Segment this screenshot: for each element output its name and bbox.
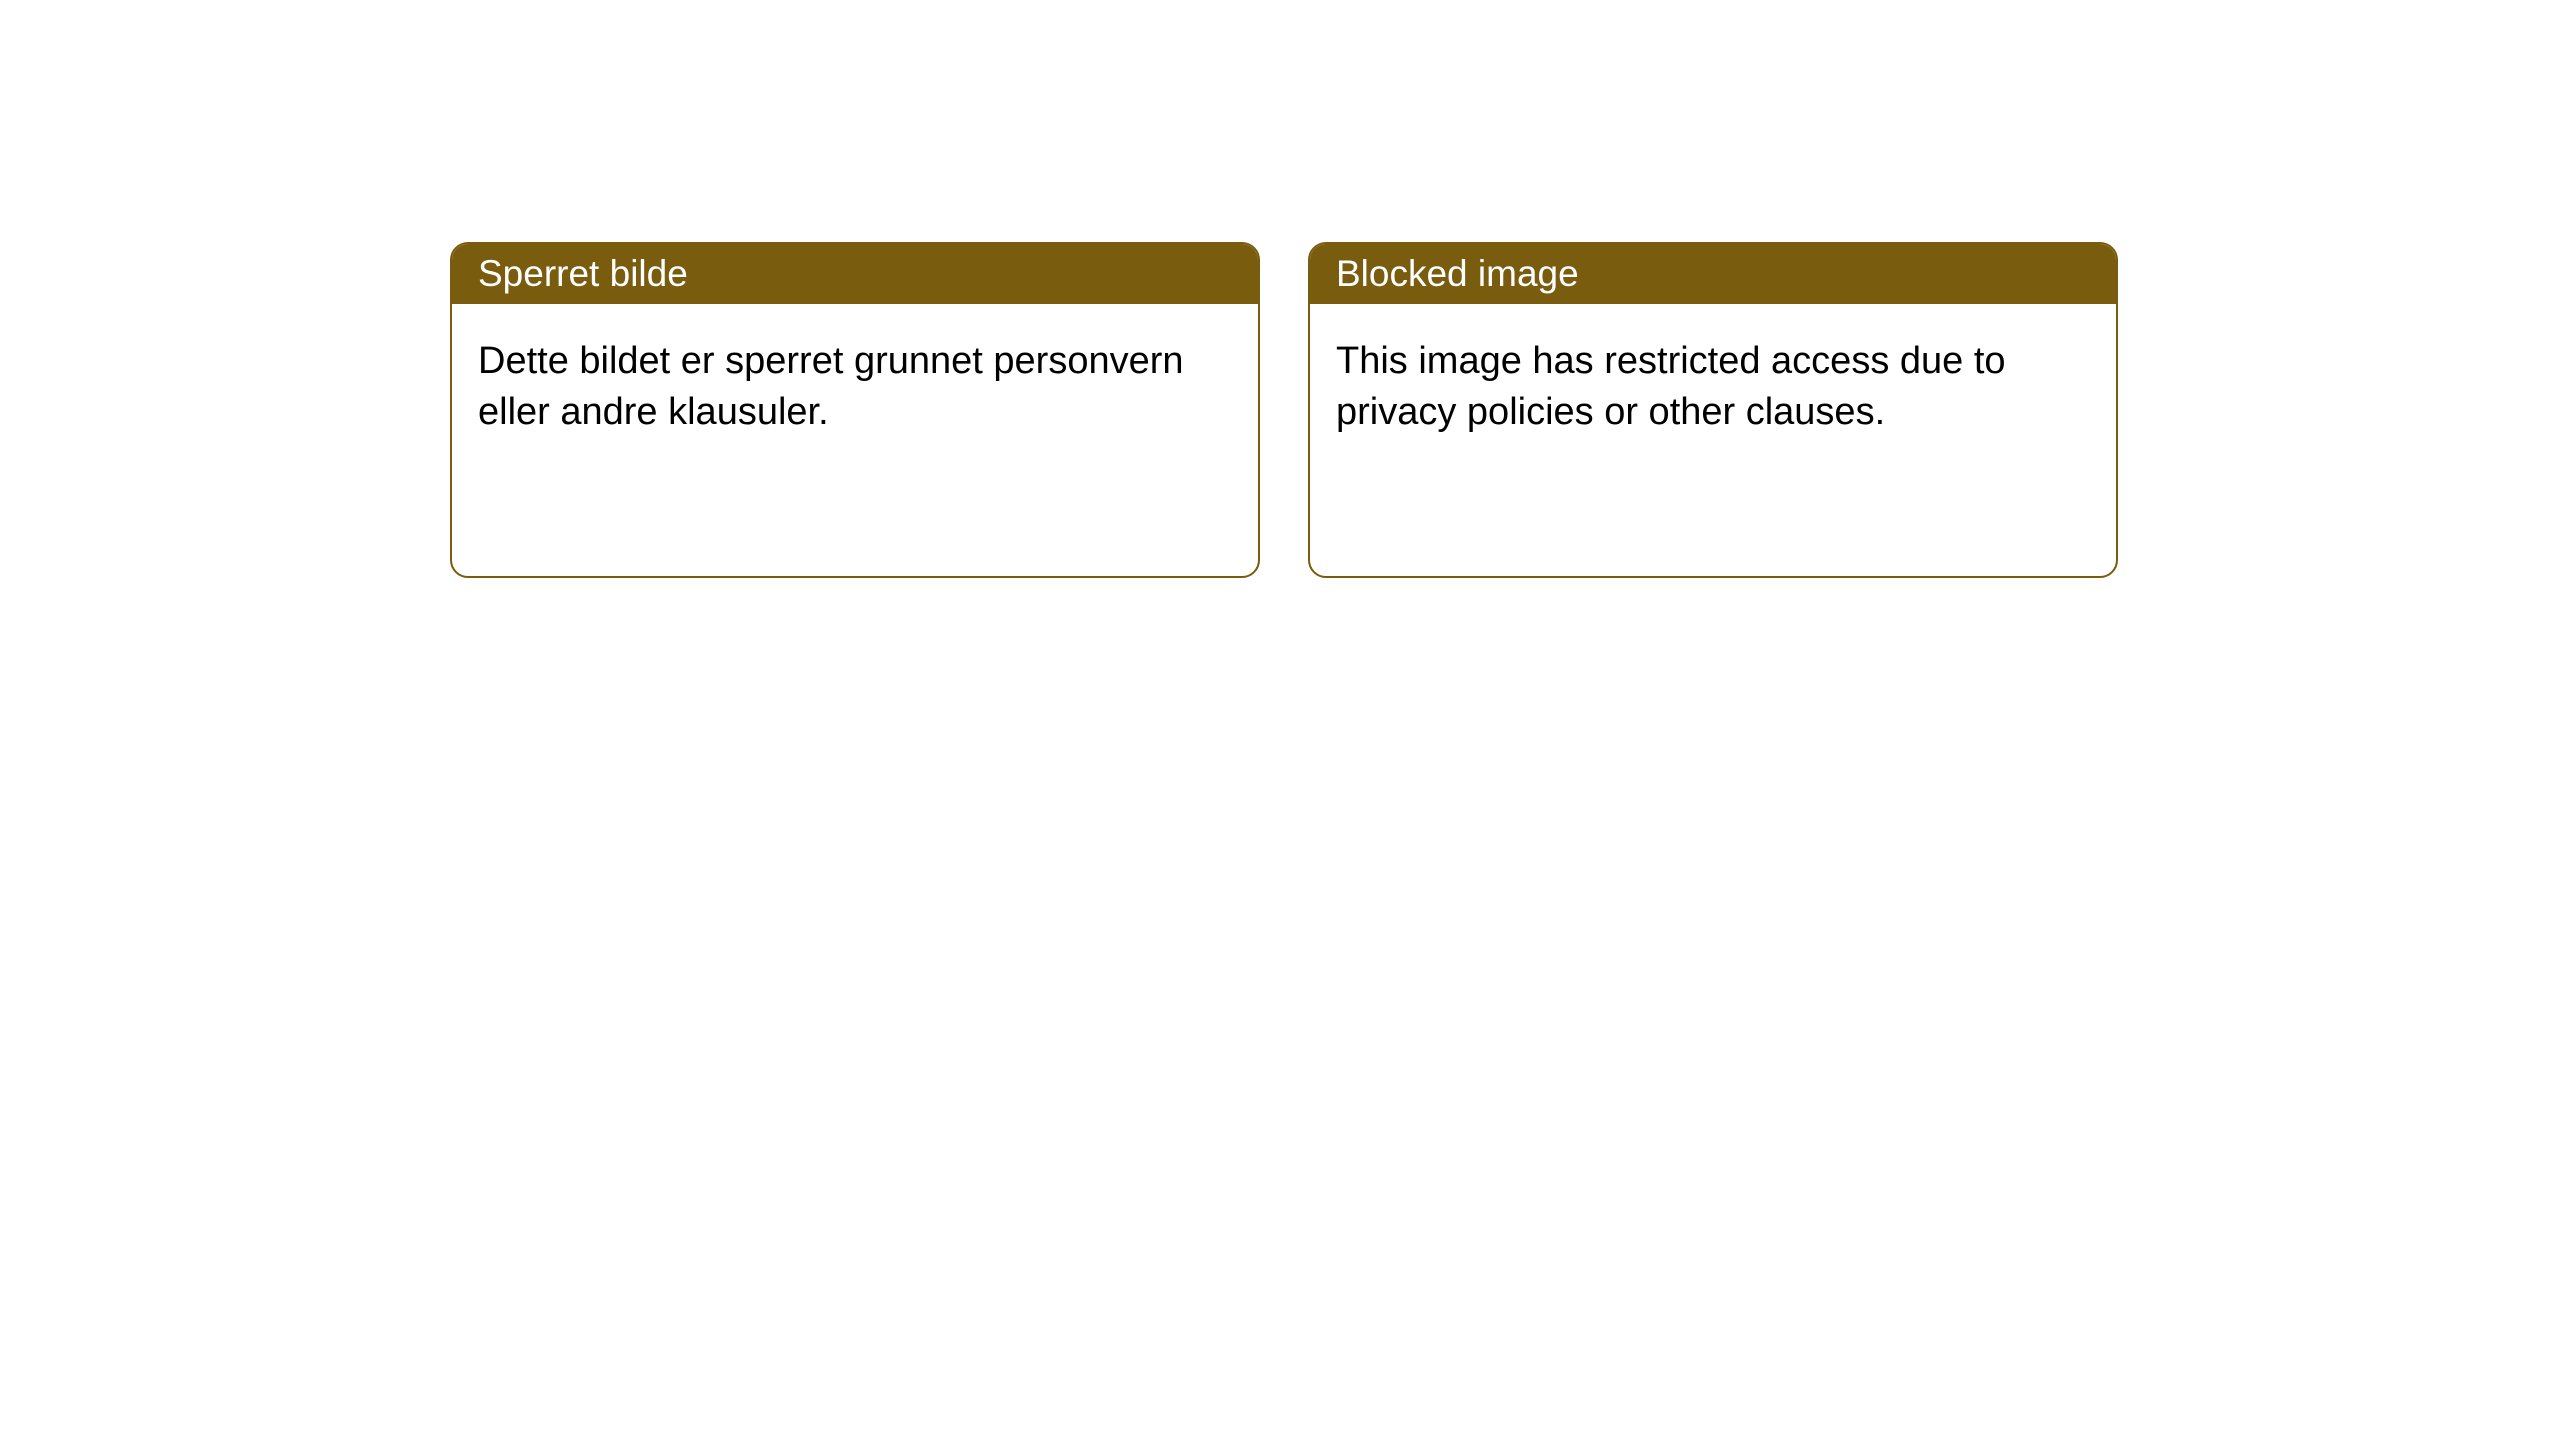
notice-header: Blocked image — [1310, 244, 2116, 304]
notice-body: Dette bildet er sperret grunnet personve… — [452, 304, 1258, 471]
notice-body-text: Dette bildet er sperret grunnet personve… — [478, 340, 1184, 433]
notice-body-text: This image has restricted access due to … — [1336, 340, 2006, 433]
notice-container: Sperret bilde Dette bildet er sperret gr… — [0, 0, 2560, 578]
notice-card-norwegian: Sperret bilde Dette bildet er sperret gr… — [450, 242, 1260, 578]
notice-header: Sperret bilde — [452, 244, 1258, 304]
notice-title: Sperret bilde — [478, 253, 688, 295]
notice-body: This image has restricted access due to … — [1310, 304, 2116, 471]
notice-card-english: Blocked image This image has restricted … — [1308, 242, 2118, 578]
notice-title: Blocked image — [1336, 253, 1579, 295]
